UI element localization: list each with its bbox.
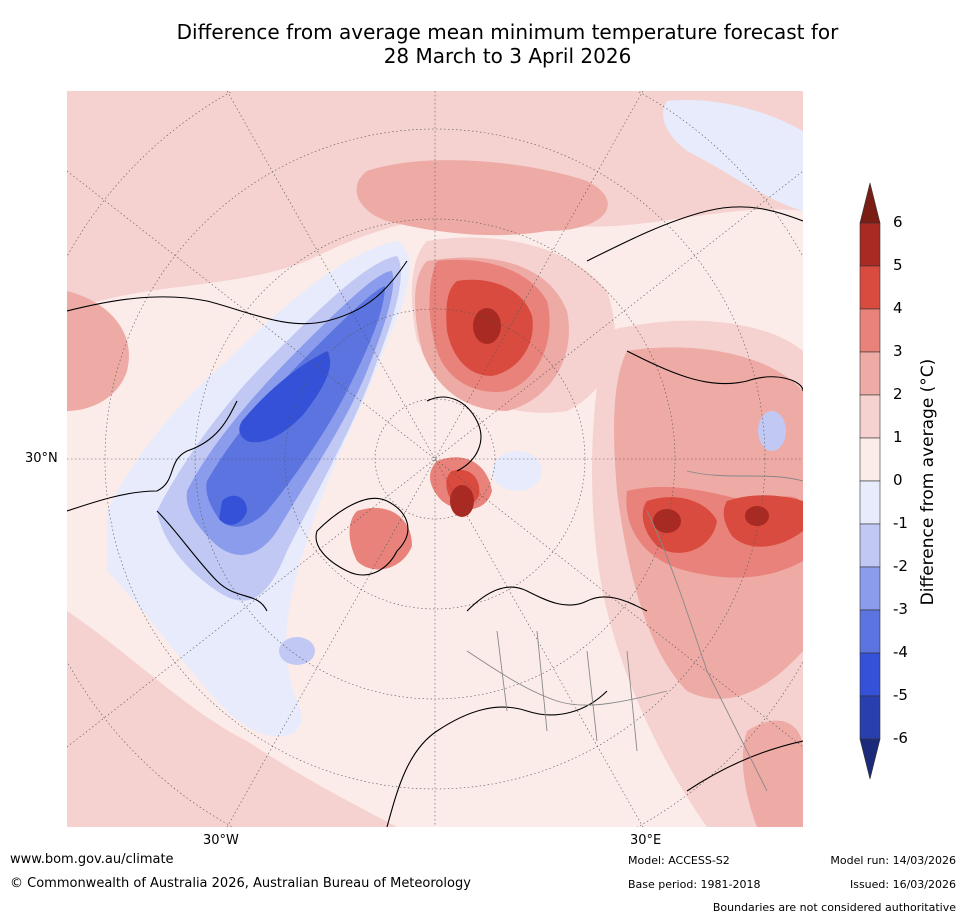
footer-copyright: © Commonwealth of Australia 2026, Austra… (10, 876, 471, 891)
colorbar-tick-label: 0 (893, 471, 903, 489)
colorbar-bin-cm2_m1 (859, 523, 881, 568)
colorbar-tick-label: 5 (893, 256, 903, 274)
colorbar-bin-cm1_0 (859, 480, 881, 525)
colorbar-bin-cm6_m5 (859, 695, 881, 740)
footer-url[interactable]: www.bom.gov.au/climate (10, 852, 174, 867)
map-title: Difference from average mean minimum tem… (0, 20, 965, 68)
colorbar-tick-label: 2 (893, 385, 903, 403)
colorbar-extend-high (859, 182, 881, 224)
colorbar-tick-label: -5 (893, 686, 908, 704)
colorbar-extend-low (859, 738, 881, 780)
colorbar-tick-label: 1 (893, 428, 903, 446)
coastlines (67, 206, 803, 827)
colorbar-tick-label: 3 (893, 342, 903, 360)
colorbar-tick-label: -4 (893, 643, 908, 661)
longitude-label-30e: 30°E (630, 833, 662, 848)
footer-issued: Issued: 16/03/2026 (849, 878, 956, 891)
colorbar-label: Difference from average (°C) (918, 358, 938, 606)
cold-anomaly-regions (107, 100, 803, 737)
colorbar-tick-label: -6 (893, 729, 908, 747)
colorbar-bin-c3_4 (859, 308, 881, 353)
colorbar-bin-c0_1 (859, 437, 881, 482)
colorbar-bin-c2_3 (859, 351, 881, 396)
country-borders (466, 470, 803, 792)
footer-model: Model: ACCESS-S2 (628, 854, 730, 867)
colorbar-tick-label: 6 (893, 213, 903, 231)
colorbar-bin-cm3_m2 (859, 566, 881, 611)
colorbar-tick-label: 4 (893, 299, 903, 317)
longitude-label-30w: 30°W (203, 833, 239, 848)
colorbar-bin-c1_2 (859, 394, 881, 439)
latitude-label-30n: 30°N (25, 451, 58, 466)
title-line-1: Difference from average mean minimum tem… (176, 20, 839, 44)
colorbar-tick-label: -3 (893, 600, 908, 618)
colorbar-tick-label: -2 (893, 557, 908, 575)
colorbar-tick-label: -1 (893, 514, 908, 532)
footer-model-run: Model run: 14/03/2026 (830, 854, 956, 867)
colorbar-bin-cm5_m4 (859, 652, 881, 697)
colorbar-bin-cm4_m3 (859, 609, 881, 654)
colorbar (859, 182, 881, 780)
anomaly-5-6-regions (450, 308, 769, 533)
title-line-2: 28 March to 3 April 2026 (383, 44, 632, 68)
colorbar-bin-c5_6 (859, 222, 881, 267)
footer-disclaimer: Boundaries are not considered authoritat… (712, 901, 956, 914)
temperature-anomaly-map (67, 91, 803, 827)
colorbar-bin-c4_5 (859, 265, 881, 310)
footer-base-period: Base period: 1981-2018 (628, 878, 761, 891)
